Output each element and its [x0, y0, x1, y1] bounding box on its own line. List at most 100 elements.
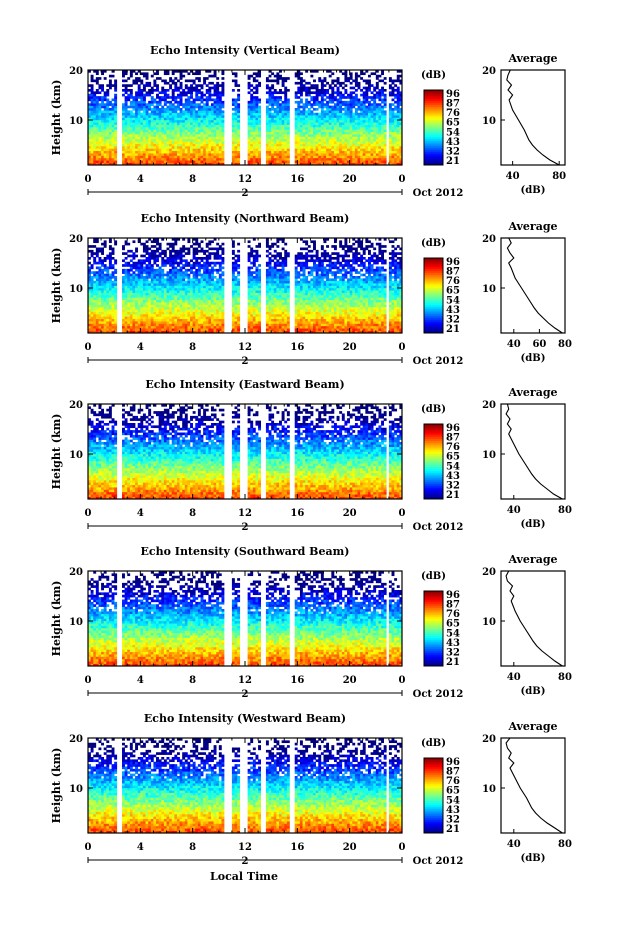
heatmap-cell — [153, 110, 157, 114]
colorbar-step — [424, 146, 443, 149]
heatmap-cell — [208, 74, 212, 78]
heatmap-cell — [195, 325, 199, 329]
heatmap-cell — [255, 100, 259, 104]
heatmap-cell — [111, 302, 115, 305]
heatmap-cell — [344, 157, 348, 161]
heatmap-cell — [349, 157, 353, 161]
heatmap-cell — [383, 131, 387, 135]
heatmap-cell — [171, 266, 175, 270]
heatmap-cell — [142, 141, 146, 144]
heatmap-cell — [234, 150, 238, 154]
heatmap-cell — [378, 105, 382, 109]
heatmap-cell — [210, 146, 214, 149]
heatmap-cell — [341, 72, 345, 76]
heatmap-cell — [93, 127, 97, 130]
heatmap-cell — [124, 309, 128, 312]
heatmap-cell — [124, 252, 128, 255]
heatmap-cell — [127, 148, 131, 152]
heatmap-cell — [93, 157, 97, 161]
heatmap-cell — [268, 146, 272, 149]
heatmap-cell — [399, 143, 403, 147]
heatmap-cell — [153, 314, 157, 317]
heatmap-cell — [158, 316, 162, 320]
heatmap-cell — [98, 84, 102, 87]
heatmap-cell — [122, 110, 125, 114]
heatmap-cell — [156, 330, 159, 334]
heatmap-cell — [124, 287, 128, 291]
heatmap-cell — [265, 162, 269, 166]
heatmap-cell — [140, 242, 144, 246]
heatmap-cell — [344, 91, 348, 95]
heatmap-cell — [326, 148, 330, 152]
heatmap-cell — [315, 96, 319, 99]
heatmap-cell — [187, 273, 191, 277]
heatmap-cell — [216, 155, 220, 159]
heatmap-cell — [142, 323, 146, 327]
heatmap-cell — [90, 79, 94, 83]
heatmap-cell — [95, 297, 99, 301]
heatmap-cell — [137, 79, 141, 83]
heatmap-cell — [156, 127, 159, 130]
heatmap-cell — [163, 160, 167, 163]
heatmap-cell — [108, 285, 112, 289]
heatmap-cell — [95, 98, 99, 102]
heatmap-cell — [299, 79, 303, 83]
heatmap-cell — [284, 141, 288, 144]
heatmap-cell — [103, 119, 107, 123]
heatmap-cell — [396, 100, 400, 104]
heatmap-cell — [101, 122, 104, 125]
heatmap-cell — [90, 306, 94, 310]
colorbar-step — [424, 118, 443, 121]
heatmap-cell — [318, 160, 322, 163]
heatmap-cell — [101, 325, 104, 329]
heatmap-cell — [150, 155, 154, 159]
heatmap-cell — [150, 74, 154, 78]
heatmap-cell — [111, 304, 115, 308]
heatmap-cell — [299, 148, 303, 152]
heatmap-cell — [237, 150, 241, 154]
heatmap-cell — [148, 311, 152, 315]
heatmap-cell — [391, 157, 395, 161]
heatmap-cell — [339, 150, 343, 154]
heatmap-cell — [375, 122, 379, 125]
heatmap-cell — [391, 86, 395, 90]
heatmap-cell — [137, 302, 141, 305]
heatmap-cell — [129, 302, 133, 305]
heatmap-cell — [190, 299, 193, 303]
heatmap-cell — [124, 134, 128, 137]
heatmap-cell — [145, 143, 149, 147]
heatmap-cell — [192, 254, 196, 258]
heatmap-cell — [352, 122, 356, 125]
heatmap-cell — [192, 103, 196, 106]
heatmap-cell — [135, 285, 139, 289]
heatmap-cell — [129, 115, 133, 118]
heatmap-cell — [357, 86, 361, 90]
heatmap-cell — [171, 162, 175, 166]
heatmap-cell — [88, 287, 91, 291]
heatmap-cell — [258, 127, 261, 130]
heatmap-cell — [176, 264, 180, 267]
heatmap-cell — [195, 150, 199, 154]
heatmap-cell — [145, 117, 149, 121]
heatmap-cell — [153, 318, 157, 322]
heatmap-cell — [90, 122, 94, 125]
heatmap-cell — [378, 160, 382, 163]
heatmap-cell — [323, 105, 327, 109]
heatmap-cell — [367, 143, 371, 147]
heatmap-cell — [174, 119, 178, 123]
heatmap-cell — [95, 115, 99, 118]
heatmap-cell — [163, 249, 167, 253]
heatmap-cell — [103, 148, 107, 152]
heatmap-cell — [307, 162, 311, 166]
heatmap-cell — [106, 330, 110, 334]
heatmap-cell — [184, 79, 188, 83]
heatmap-cell — [135, 138, 139, 142]
heatmap-cell — [328, 108, 332, 111]
heatmap-cell — [187, 304, 191, 308]
heatmap-cell — [182, 70, 186, 73]
heatmap-cell — [95, 129, 99, 133]
heatmap-cell — [197, 70, 201, 73]
heatmap-cell — [127, 96, 131, 99]
heatmap-cell — [169, 290, 173, 293]
heatmap-cell — [328, 131, 332, 135]
